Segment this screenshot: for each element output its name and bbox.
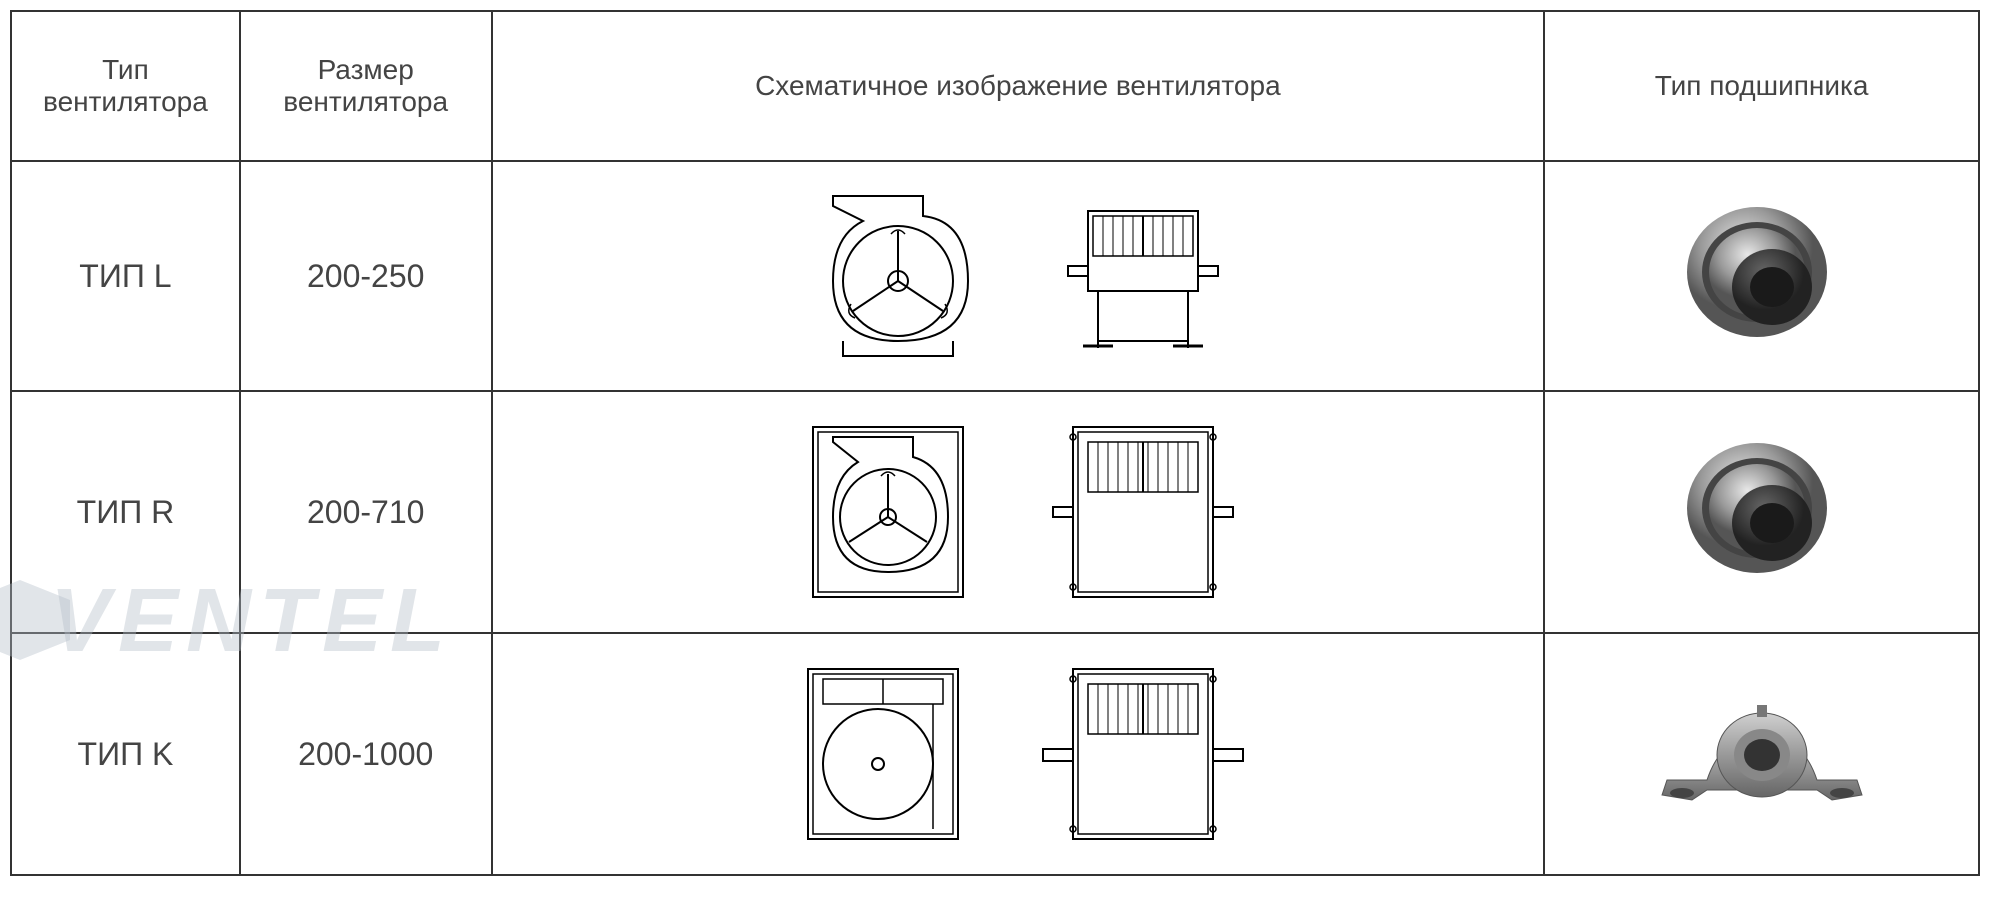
cell-bearing <box>1544 391 1979 633</box>
fan-types-table: Тип вентилятора Размер вентилятора Схема… <box>10 10 1980 876</box>
cell-schematic <box>492 161 1545 391</box>
fan-side-view-icon <box>1038 654 1248 854</box>
fan-front-view-icon <box>788 654 978 854</box>
table-row: ТИП L 200-250 <box>11 161 1979 391</box>
cell-type: ТИП R <box>11 391 240 633</box>
table-header-row: Тип вентилятора Размер вентилятора Схема… <box>11 11 1979 161</box>
cell-bearing <box>1544 633 1979 875</box>
cell-type: ТИП K <box>11 633 240 875</box>
cell-schematic <box>492 391 1545 633</box>
cell-bearing <box>1544 161 1979 391</box>
table-row: ТИП K 200-1000 <box>11 633 1979 875</box>
insert-bearing-icon <box>1672 428 1852 588</box>
fan-front-view-icon <box>803 186 993 366</box>
header-bearing: Тип подшипника <box>1544 11 1979 161</box>
table-row: ТИП R 200-710 <box>11 391 1979 633</box>
pillow-block-bearing-icon <box>1652 685 1872 815</box>
fan-side-view-icon <box>1053 191 1233 361</box>
cell-size: 200-1000 <box>240 633 492 875</box>
fan-side-view-icon <box>1043 412 1243 612</box>
header-size: Размер вентилятора <box>240 11 492 161</box>
header-schematic: Схематичное изображение вентилятора <box>492 11 1545 161</box>
fan-front-view-icon <box>793 412 983 612</box>
cell-schematic <box>492 633 1545 875</box>
cell-size: 200-710 <box>240 391 492 633</box>
cell-size: 200-250 <box>240 161 492 391</box>
cell-type: ТИП L <box>11 161 240 391</box>
header-type: Тип вентилятора <box>11 11 240 161</box>
insert-bearing-icon <box>1672 192 1852 352</box>
